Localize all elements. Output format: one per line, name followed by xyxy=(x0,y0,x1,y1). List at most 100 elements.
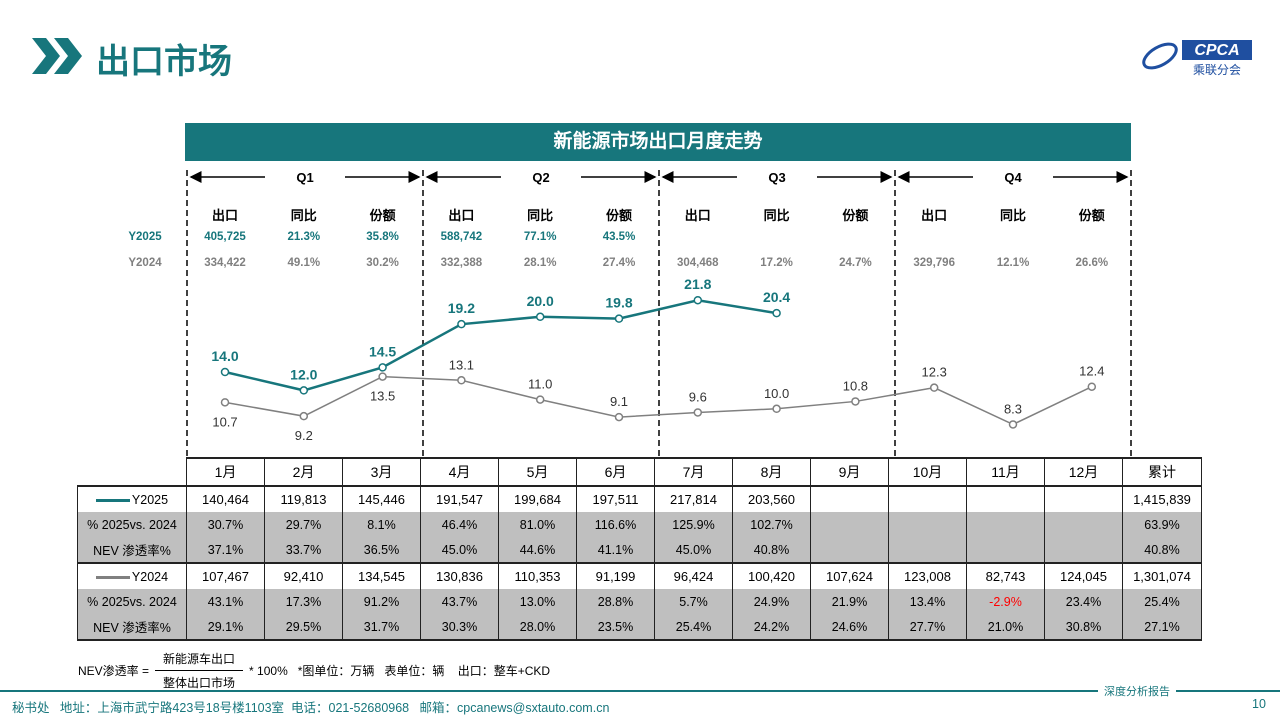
row-label: Y2024 xyxy=(131,569,169,584)
stat-y2025: 35.8% xyxy=(366,231,399,243)
data-label: 8.3 xyxy=(1004,401,1022,416)
corner-cell xyxy=(77,458,187,487)
column-header: 2月 xyxy=(264,457,343,487)
table-row: NEV 渗透率% 37.1% 33.7% 36.5% 45.0% 44.6% 41.1% 45… xyxy=(77,537,1202,563)
table-cell: 41.1% xyxy=(576,537,655,563)
data-point xyxy=(693,408,703,417)
svg-text:乘联分会: 乘联分会 xyxy=(1193,63,1241,77)
column-header: 1月 xyxy=(186,457,265,487)
column-header: 3月 xyxy=(342,457,421,487)
table-row: Y2025 140,464 119,813 145,446 191,547 199,684… xyxy=(77,485,1202,512)
table-cell: 197,511 xyxy=(576,485,655,512)
legend-line-icon xyxy=(95,498,130,502)
table-cell: 29.1% xyxy=(186,614,265,641)
series-line-Y2025 xyxy=(224,298,777,392)
stat-y2024: 28.1% xyxy=(523,257,557,269)
data-point xyxy=(929,383,939,392)
denominator: 整体出口市场 xyxy=(163,676,236,690)
table-cell: 21.9% xyxy=(810,589,889,614)
footer-divider xyxy=(0,690,1280,692)
row-label: NEV 渗透率% xyxy=(93,544,171,558)
data-point xyxy=(693,295,703,305)
data-label: 13.1 xyxy=(449,357,474,372)
row-label: % 2025vs. 2024 xyxy=(87,594,177,609)
stat-header: 同比 xyxy=(763,208,790,223)
table-cell: 29.7% xyxy=(264,512,343,537)
stat-y2024: 49.1% xyxy=(287,257,321,269)
table-cell: 124,045 xyxy=(1044,562,1123,589)
table-cell xyxy=(888,485,967,512)
table-cell: 21.0% xyxy=(966,614,1045,641)
column-header: 12月 xyxy=(1044,457,1123,487)
column-header: 8月 xyxy=(732,457,811,487)
table-cell xyxy=(1044,512,1123,537)
table-cell: 81.0% xyxy=(498,512,577,537)
stat-row-label: Y2024 xyxy=(128,257,162,269)
row-label: Y2025 xyxy=(131,492,169,507)
data-point xyxy=(457,376,466,385)
table-cell xyxy=(888,512,967,537)
data-label: 9.2 xyxy=(295,428,313,443)
table-cell: 116.6% xyxy=(576,512,655,537)
table-cell: 1,415,839 xyxy=(1122,485,1202,512)
quarter-label: Q2 xyxy=(532,170,550,185)
data-label: 12.4 xyxy=(1079,364,1104,379)
table-cell: 110,353 xyxy=(498,562,577,589)
data-label: 14.0 xyxy=(211,348,238,364)
stat-header: 同比 xyxy=(290,208,317,223)
data-point xyxy=(614,412,624,422)
table-cell: 43.1% xyxy=(186,589,265,614)
stat-y2024: 30.2% xyxy=(366,257,399,269)
stat-y2024: 26.6% xyxy=(1075,257,1109,269)
stat-y2024: 334,422 xyxy=(204,257,246,269)
table-cell: 1,301,074 xyxy=(1122,562,1202,589)
data-label: 10.8 xyxy=(843,378,868,393)
stat-header: 同比 xyxy=(527,208,554,223)
chart-banner-title: 新能源市场出口月度走势 xyxy=(185,123,1131,161)
table-cell: 191,547 xyxy=(420,485,499,512)
table-cell: 24.2% xyxy=(732,614,811,641)
chevron-logo-icon xyxy=(32,38,82,74)
table-cell xyxy=(1044,485,1123,512)
table-cell: 37.1% xyxy=(186,537,265,563)
table-cell: 63.9% xyxy=(1122,512,1202,537)
data-point xyxy=(378,363,387,372)
data-label: 13.5 xyxy=(370,389,395,404)
table-cell xyxy=(810,537,889,563)
data-label: 12.0 xyxy=(290,366,317,382)
row-label-cell: NEV 渗透率% xyxy=(77,614,187,641)
data-label: 21.8 xyxy=(684,276,711,292)
table-cell: 140,464 xyxy=(186,485,265,512)
stat-header: 出口 xyxy=(448,208,475,223)
data-point xyxy=(220,367,230,377)
table-row: % 2025vs. 2024 43.1% 17.3% 91.2% 43.7% 13.0% 2… xyxy=(77,589,1202,614)
row-label: NEV 渗透率% xyxy=(93,621,171,635)
table-cell: 123,008 xyxy=(888,562,967,589)
table-row: NEV 渗透率% 29.1% 29.5% 31.7% 30.3% 28.0% 23.5% 25… xyxy=(77,614,1202,641)
table-cell: 17.3% xyxy=(264,589,343,614)
stat-y2025: 405,725 xyxy=(204,231,246,243)
table-cell: 28.8% xyxy=(576,589,655,614)
table-cell: 91.2% xyxy=(342,589,421,614)
table-cell: 31.7% xyxy=(342,614,421,641)
stat-header: 出口 xyxy=(684,208,711,223)
data-label: 10.0 xyxy=(764,386,789,401)
data-point xyxy=(1008,420,1018,429)
table-cell: 5.7% xyxy=(654,589,733,614)
cpca-logo: CPCA 乘联分会 xyxy=(1140,36,1255,78)
row-label-cell: Y2025 xyxy=(77,485,187,512)
data-point xyxy=(772,308,781,318)
row-label-cell: Y2024 xyxy=(77,562,187,589)
stat-y2024: 17.2% xyxy=(760,257,793,269)
stat-y2025: 21.3% xyxy=(287,231,321,243)
data-point xyxy=(457,319,466,329)
table-cell xyxy=(966,537,1045,563)
table-cell xyxy=(966,512,1045,537)
table-cell: 30.3% xyxy=(420,614,499,641)
table-cell: 217,814 xyxy=(654,485,733,512)
table-cell: 27.7% xyxy=(888,614,967,641)
data-point xyxy=(614,314,624,323)
page-title: 出口市场 xyxy=(96,43,232,81)
numerator: 新能源车出口 xyxy=(155,650,244,671)
data-label: 19.8 xyxy=(605,295,632,311)
